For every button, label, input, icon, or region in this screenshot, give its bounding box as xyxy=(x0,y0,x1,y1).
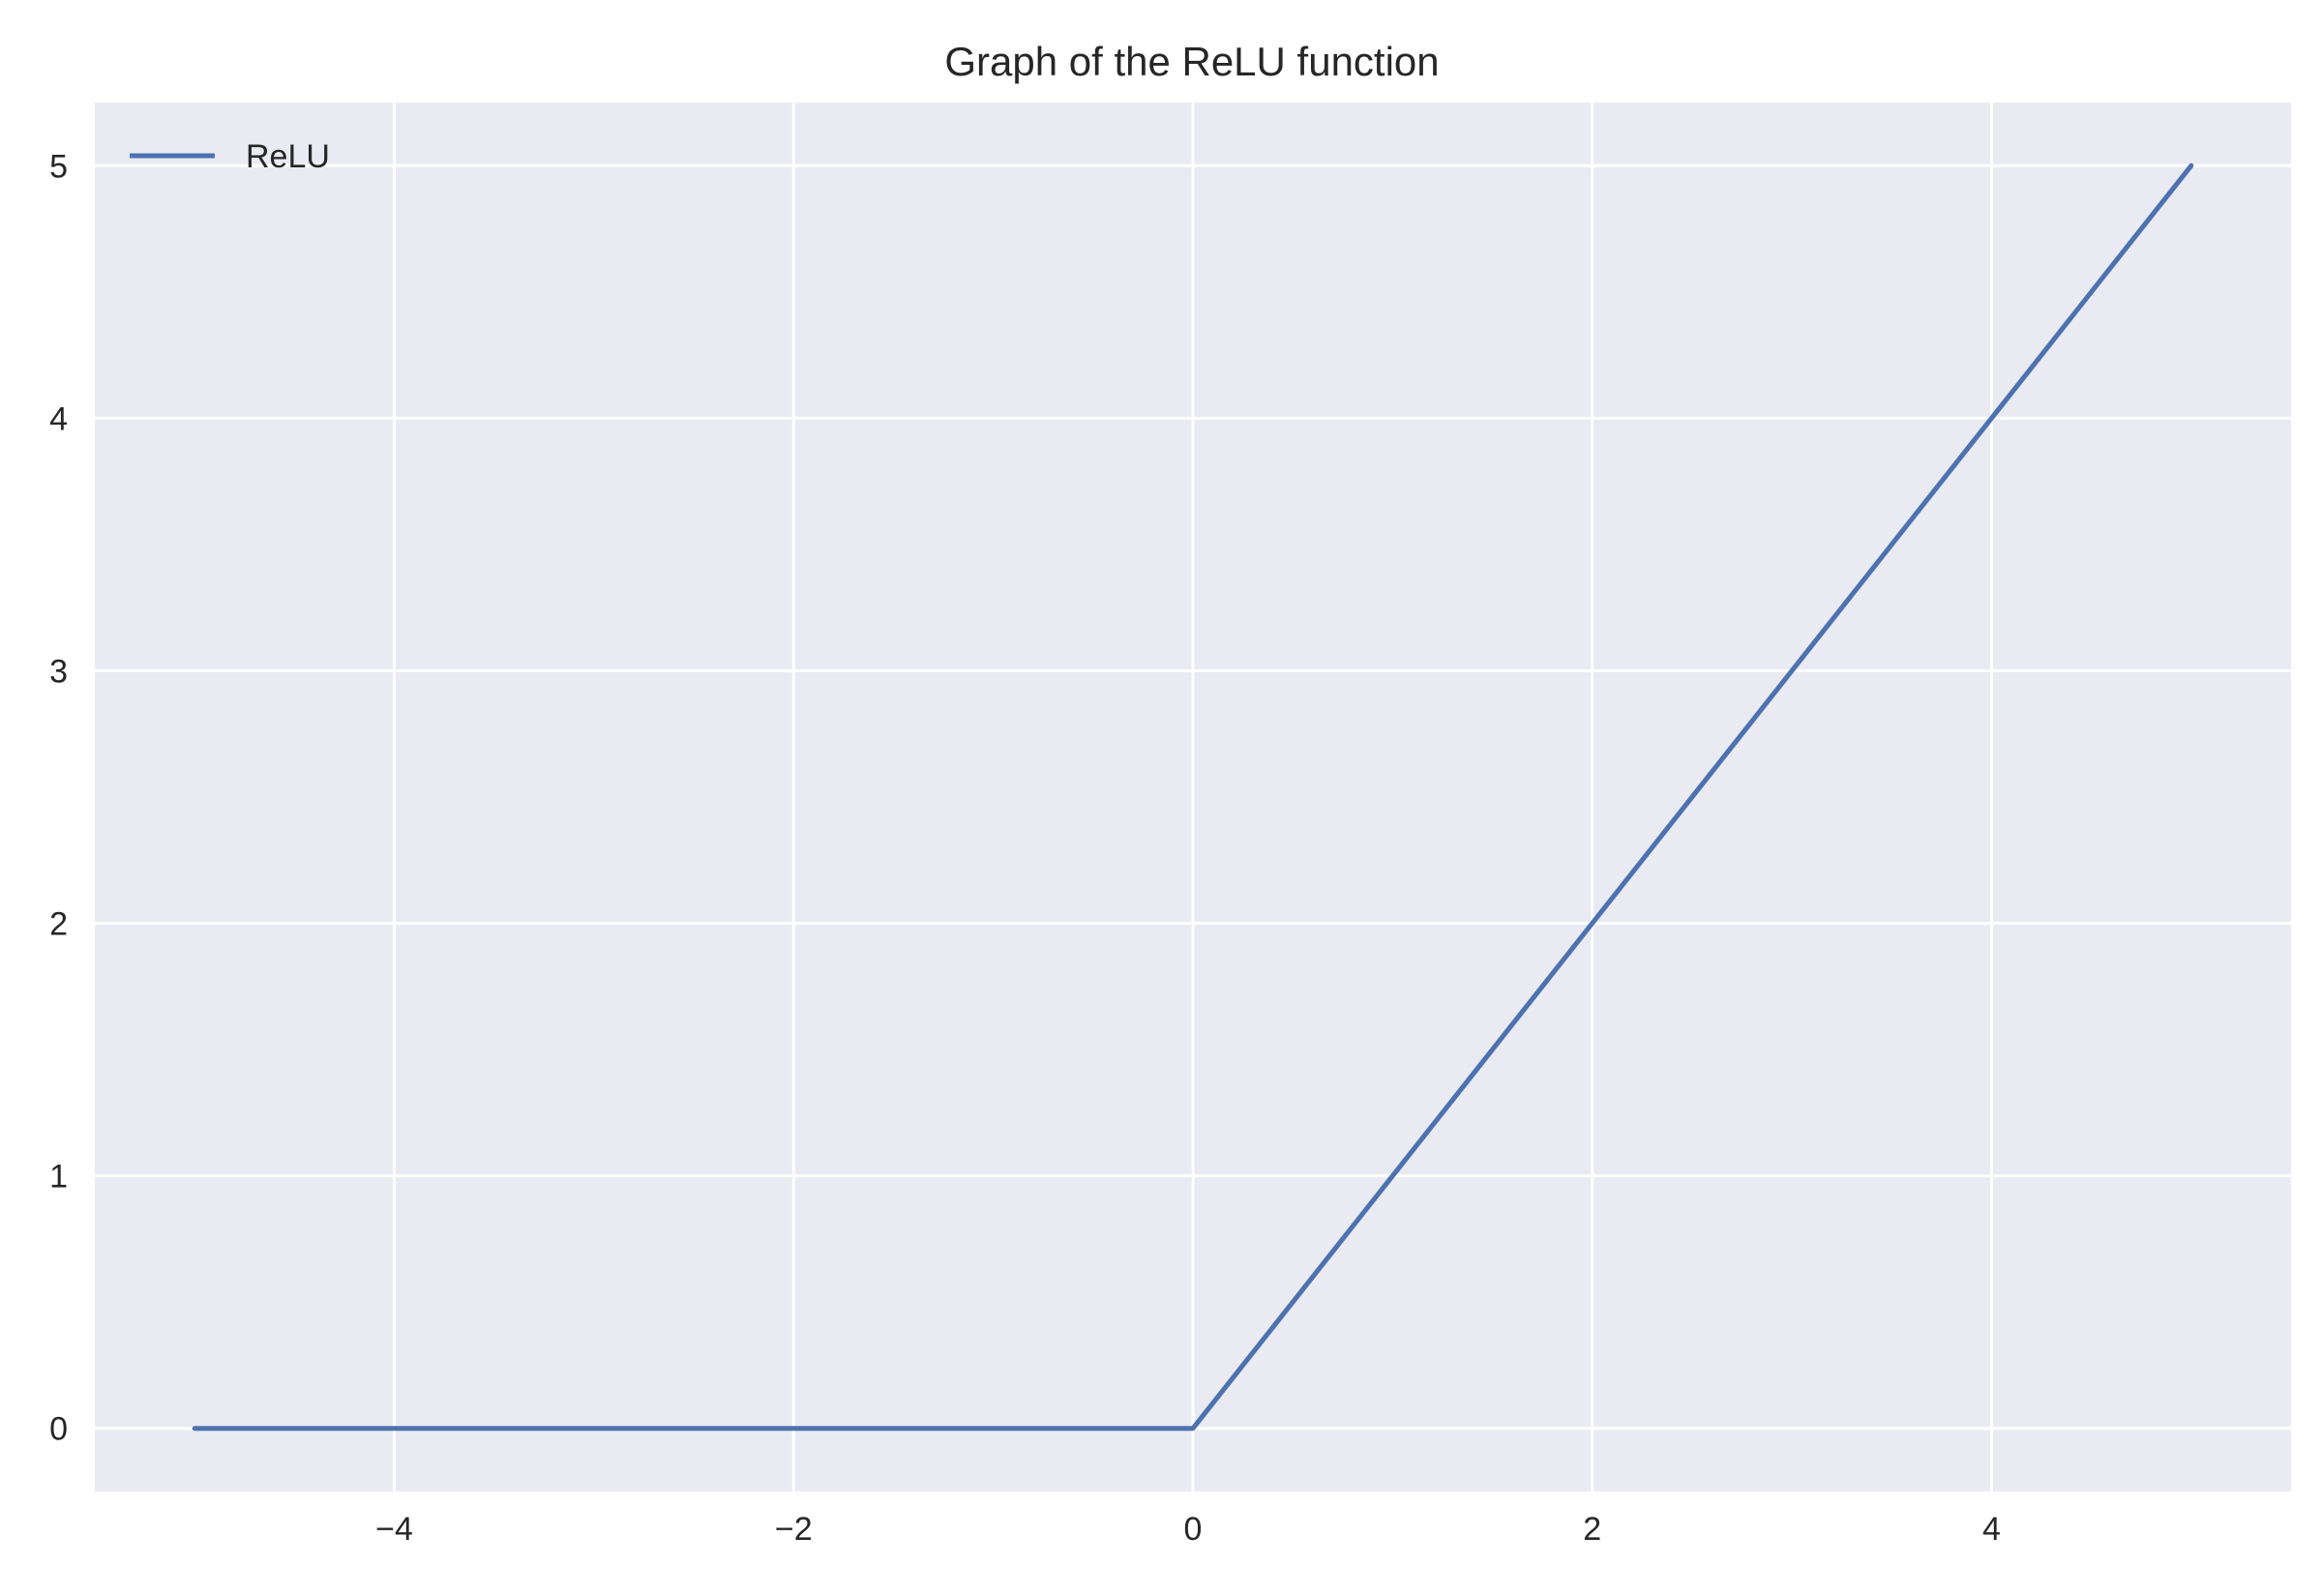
y-tick-label: 1 xyxy=(49,1159,68,1196)
series-layer xyxy=(192,163,2194,1432)
x-axis-ticks: −4 −2 0 2 4 xyxy=(375,1511,2001,1548)
x-tick-label: −4 xyxy=(375,1511,413,1548)
y-axis-ticks: 0 1 2 3 4 5 xyxy=(49,148,68,1447)
x-tick-label: 0 xyxy=(1184,1511,1203,1548)
x-tick-label: 4 xyxy=(1982,1511,2001,1548)
y-tick-label: 5 xyxy=(49,148,68,185)
legend: ReLU xyxy=(130,138,330,175)
y-tick-label: 4 xyxy=(49,400,68,437)
y-tick-label: 0 xyxy=(49,1411,68,1448)
x-gridlines xyxy=(393,103,1993,1492)
x-tick-label: −2 xyxy=(775,1511,813,1548)
series-line-relu xyxy=(192,163,2194,1432)
chart-title: Graph of the ReLU function xyxy=(944,39,1439,84)
y-tick-label: 2 xyxy=(49,906,68,943)
legend-label: ReLU xyxy=(246,138,330,175)
x-tick-label: 2 xyxy=(1583,1511,1601,1548)
y-tick-label: 3 xyxy=(49,653,68,690)
